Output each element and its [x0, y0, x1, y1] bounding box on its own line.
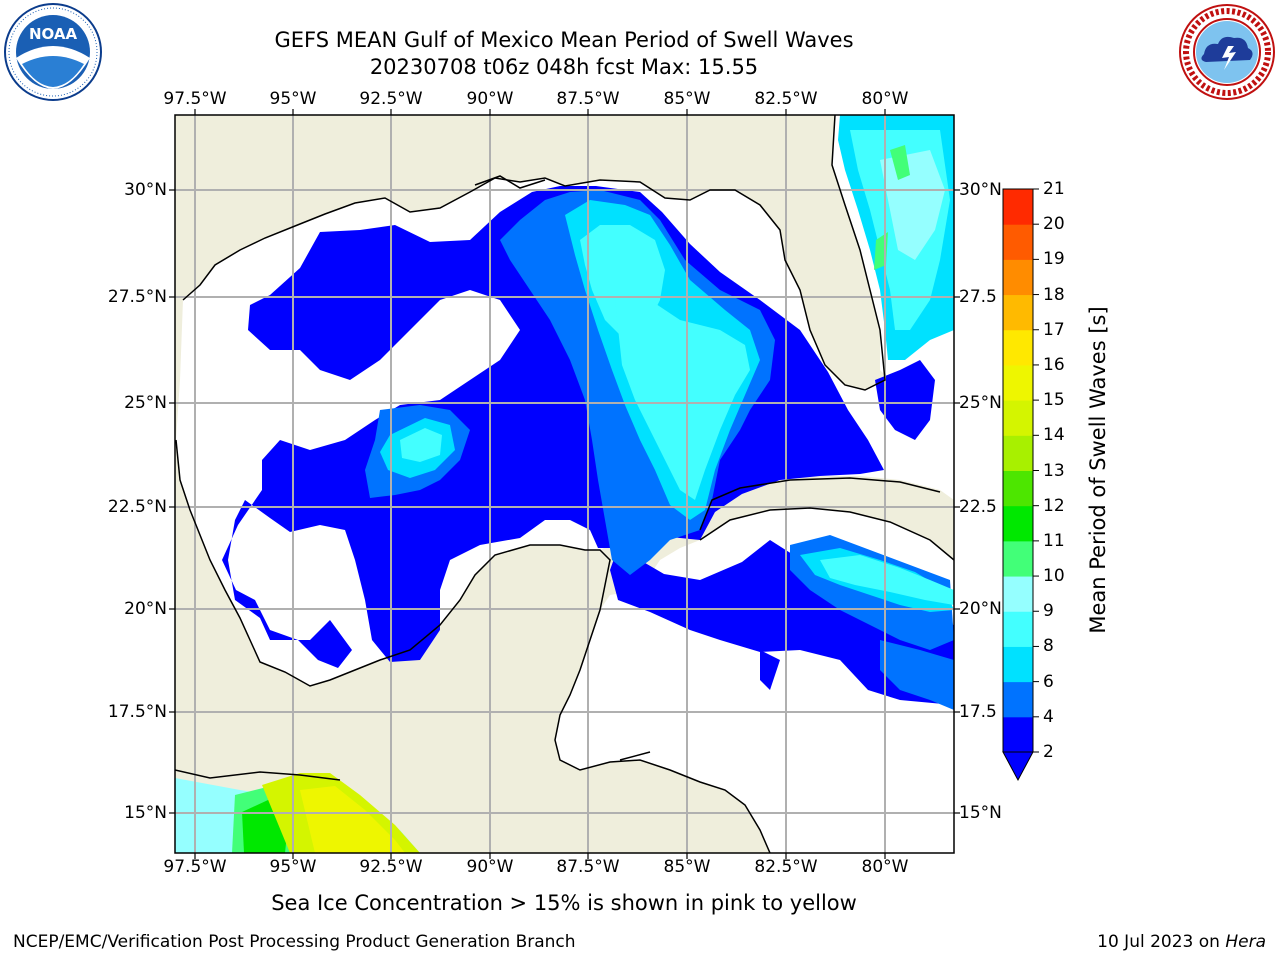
y-tick-right-30: 30°N [959, 180, 1002, 200]
colorbar-band-20 [1003, 189, 1033, 225]
colorbar-tick-label-17: 17 [1043, 319, 1065, 340]
x-tick-bottom-82.5: 82.5°W [754, 857, 818, 877]
plot-frame [174, 114, 955, 854]
x-tick-top-97.5: 97.5°W [163, 89, 227, 109]
colorbar-band-13 [1003, 435, 1033, 471]
colorbar-tick-label-13: 13 [1043, 460, 1065, 481]
y-tick-left-25: 25°N [124, 393, 167, 413]
nws-logo [1176, 2, 1278, 102]
x-tick-top-80: 80°W [861, 89, 909, 109]
x-tick-bottom-92.5: 92.5°W [359, 857, 423, 877]
colorbar-tick-label-16: 16 [1043, 354, 1065, 375]
colorbar-band-14 [1003, 400, 1033, 436]
chart-title: GEFS MEAN Gulf of Mexico Mean Period of … [274, 28, 854, 52]
x-tick-bottom-95: 95°W [269, 857, 317, 877]
colorbar-tick-label-11: 11 [1043, 530, 1065, 551]
colorbar-band-10 [1003, 540, 1033, 577]
grid-lines [175, 115, 954, 853]
colorbar-extend-min [1002, 751, 1034, 782]
colorbar-tick-label-4: 4 [1043, 706, 1054, 727]
x-tick-top-90: 90°W [466, 89, 514, 109]
footer-date-text: 10 Jul 2023 on [1097, 932, 1226, 952]
colorbar [1002, 188, 1039, 782]
colorbar-label: Mean Period of Swell Waves [s] [1086, 306, 1110, 634]
colorbar-band-9 [1003, 576, 1033, 612]
colorbar-band-2 [1003, 716, 1033, 753]
colorbar-band-4 [1003, 681, 1033, 718]
swell-fill-9-10 [880, 150, 945, 260]
colorbar-band-12 [1003, 470, 1033, 507]
colorbar-tick-label-15: 15 [1043, 390, 1065, 411]
tick-marks [169, 109, 960, 859]
y-tick-left-22.5: 22.5°N [107, 497, 167, 517]
x-tick-bottom-87.5: 87.5°W [556, 857, 620, 877]
chart-subtitle: 20230708 t06z 048h fcst Max: 15.55 [369, 55, 759, 79]
colorbar-tick-label-19: 19 [1043, 249, 1065, 270]
colorbar-tick-label-18: 18 [1043, 284, 1065, 305]
colorbar-tick-label-6: 6 [1043, 671, 1054, 692]
y-tick-right-20: 20°N [959, 599, 1002, 619]
noaa-logo: NOAA [2, 2, 104, 102]
y-tick-right-15: 15°N [959, 803, 1002, 823]
x-tick-top-82.5: 82.5°W [754, 89, 818, 109]
x-tick-bottom-80: 80°W [861, 857, 909, 877]
footer-host: Hera [1225, 932, 1266, 952]
colorbar-band-11 [1003, 505, 1033, 542]
colorbar-tick-label-21: 21 [1043, 179, 1065, 199]
colorbar-tick-label-8: 8 [1043, 636, 1054, 657]
y-tick-left-30: 30°N [124, 180, 167, 200]
y-tick-right-25: 25°N [959, 393, 1002, 413]
x-tick-top-95: 95°W [269, 89, 317, 109]
y-tick-left-27.5: 27.5°N [107, 287, 167, 307]
y-tick-left-17.5: 17.5°N [107, 702, 167, 722]
x-tick-top-87.5: 87.5°W [556, 89, 620, 109]
colorbar-tick-label-9: 9 [1043, 601, 1054, 622]
x-tick-bottom-97.5: 97.5°W [163, 857, 227, 877]
coastlines [175, 115, 954, 853]
colorbar-band-18 [1003, 259, 1033, 296]
swell-fill-8-9 [400, 130, 954, 605]
x-tick-bottom-90: 90°W [466, 857, 514, 877]
x-tick-bottom-85: 85°W [663, 857, 711, 877]
colorbar-tick-label-2: 2 [1043, 742, 1054, 762]
y-tick-right-22.5: 22.5 [959, 497, 997, 517]
colorbar-band-15 [1003, 364, 1033, 401]
colorbar-band-6 [1003, 646, 1033, 683]
colorbar-band-19 [1003, 224, 1033, 260]
y-tick-right-17.5: 17.5 [959, 702, 997, 722]
x-tick-top-92.5: 92.5°W [359, 89, 423, 109]
x-tick-top-85: 85°W [663, 89, 711, 109]
colorbar-band-17 [1003, 294, 1033, 331]
footer-date: 10 Jul 2023 on Hera [1097, 932, 1266, 952]
colorbar-tick-label-14: 14 [1043, 425, 1065, 446]
colorbar-tick-label-12: 12 [1043, 495, 1065, 516]
y-tick-left-15: 15°N [124, 803, 167, 823]
colorbar-tick-label-10: 10 [1043, 566, 1065, 587]
colorbar-band-8 [1003, 611, 1033, 647]
colorbar-band-16 [1003, 329, 1033, 366]
sea-ice-note: Sea Ice Concentration > 15% is shown in … [271, 891, 857, 915]
colorbar-tick-label-20: 20 [1043, 214, 1065, 235]
y-tick-right-27.5: 27.5 [959, 287, 997, 307]
noaa-logo-text: NOAA [29, 25, 78, 43]
footer-credit: NCEP/EMC/Verification Post Processing Pr… [13, 932, 576, 952]
y-tick-left-20: 20°N [124, 599, 167, 619]
